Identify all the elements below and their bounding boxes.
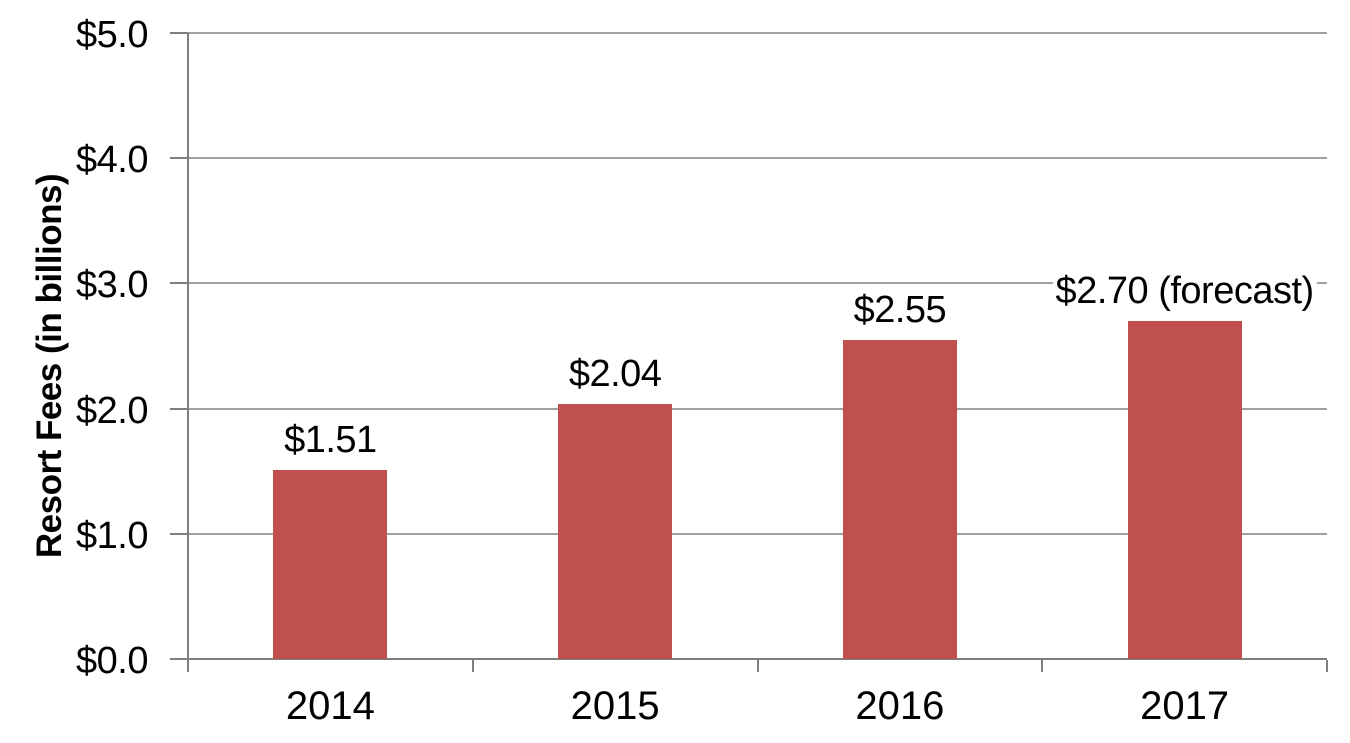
x-axis-tick-mark <box>1326 660 1328 672</box>
gridline <box>188 282 1327 285</box>
y-axis-tick-mark <box>170 407 188 410</box>
bar-2017 <box>1127 320 1242 659</box>
bar-value-label: $2.04 <box>565 349 665 398</box>
bar-value-label: $1.51 <box>281 415 380 464</box>
y-axis-tick-mark <box>170 282 188 285</box>
y-axis-tick-mark <box>170 658 188 660</box>
y-axis-tick-label: $3.0 <box>76 264 148 307</box>
bar-2015 <box>558 403 673 659</box>
y-axis-title: Resort Fees (in billions) <box>30 173 69 559</box>
bar-value-label: $2.70 (forecast) <box>1052 266 1317 315</box>
y-axis-tick-mark <box>170 157 188 160</box>
gridline <box>188 407 1327 410</box>
x-axis-category-label: 2014 <box>285 684 375 728</box>
gridline <box>188 32 1327 34</box>
x-axis-tick-mark <box>471 660 474 672</box>
x-axis-category-label: 2016 <box>855 684 945 728</box>
x-axis-tick-mark <box>756 660 759 672</box>
y-axis-tick-label: $5.0 <box>76 14 148 56</box>
y-axis-tick-label: $2.0 <box>76 389 148 432</box>
bar-2016 <box>842 339 957 659</box>
gridline <box>188 157 1327 160</box>
gridline <box>188 532 1327 535</box>
y-axis-line <box>187 33 189 672</box>
y-axis-tick-label: $0.0 <box>76 640 148 682</box>
y-axis-tick-label: $4.0 <box>76 139 148 182</box>
bar-value-label: $2.55 <box>850 285 950 334</box>
bar-2014 <box>273 469 388 659</box>
y-axis-tick-label: $1.0 <box>76 514 148 557</box>
x-axis-line <box>188 658 1327 660</box>
x-axis-category-label: 2017 <box>1140 684 1230 728</box>
y-axis-tick-mark <box>170 532 188 535</box>
y-axis-tick-mark <box>170 32 188 34</box>
x-axis-tick-mark <box>1041 660 1044 672</box>
x-axis-category-label: 2015 <box>570 684 660 728</box>
